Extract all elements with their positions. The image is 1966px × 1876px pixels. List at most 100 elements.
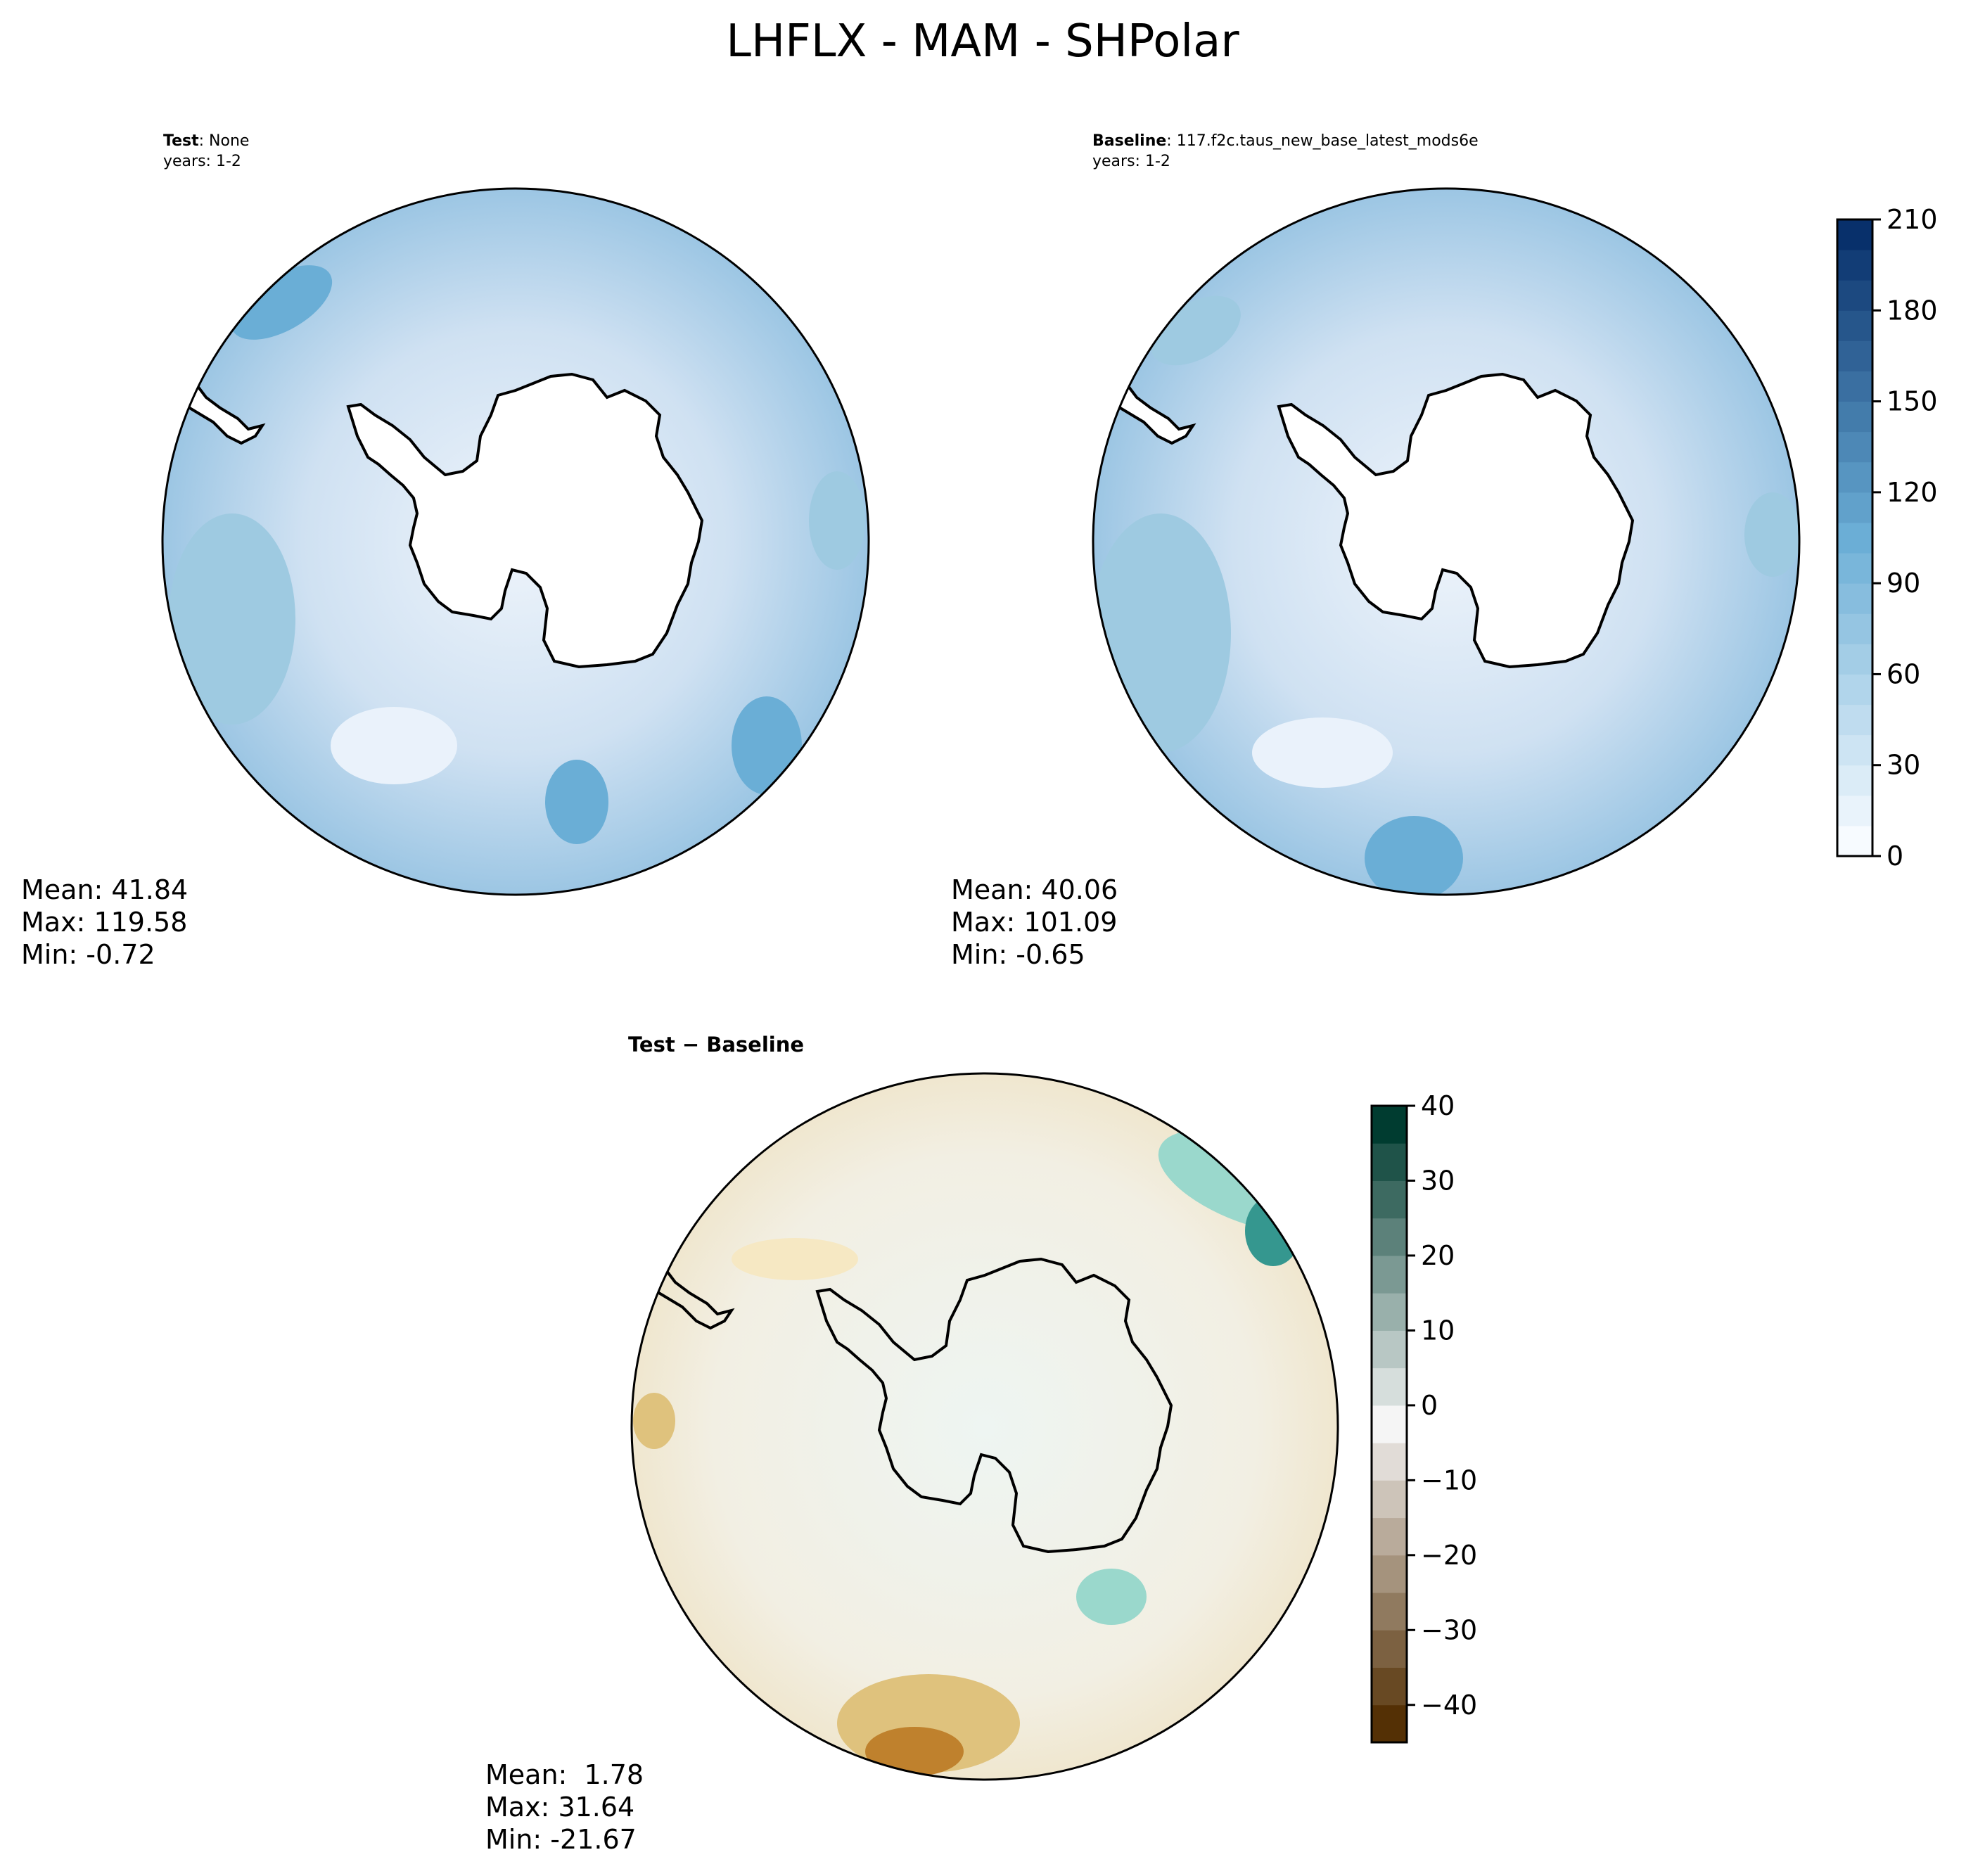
- seq-colorbar-level-1: [1837, 795, 1872, 827]
- div-colorbar-tick-label-0: 40: [1421, 1090, 1455, 1121]
- test-blob-6: [809, 471, 865, 570]
- div-colorbar-level-16: [1372, 1106, 1407, 1144]
- div-colorbar-level-13: [1372, 1218, 1407, 1256]
- figure-title: LHFLX - MAM - SHPolar: [726, 15, 1239, 68]
- div-colorbar-outline: [1370, 1104, 1408, 1744]
- div-colorbar-tick-label-6: −20: [1421, 1540, 1477, 1571]
- div-colorbar-level-8: [1372, 1405, 1407, 1443]
- test-blob-4: [331, 707, 457, 784]
- seq-colorbar-level-0: [1837, 825, 1872, 857]
- diff-blob-6: [633, 1393, 675, 1449]
- seq-colorbar-level-14: [1837, 401, 1872, 433]
- seq-colorbar-level-16: [1837, 340, 1872, 371]
- test-blob-3: [545, 760, 608, 844]
- diff-blob-7: [732, 1238, 858, 1280]
- div-colorbar-level-5: [1372, 1517, 1407, 1556]
- seq-colorbar-outline: [1836, 218, 1874, 857]
- seq-colorbar-level-15: [1837, 371, 1872, 402]
- div-colorbar-level-12: [1372, 1255, 1407, 1294]
- sequential-colorbar: 0 30 60 90 120 150 180 210: [1836, 204, 1938, 872]
- diff-min: Min: -21.67: [485, 1824, 637, 1855]
- seq-colorbar-level-10: [1837, 522, 1872, 554]
- baseline-blob-3: [1093, 513, 1231, 753]
- seq-colorbar-level-4: [1837, 704, 1872, 736]
- seq-colorbar-level-18: [1837, 280, 1872, 311]
- div-colorbar-level-3: [1372, 1593, 1407, 1631]
- div-colorbar-tick-label-8: −40: [1421, 1690, 1477, 1721]
- diff-blob-4: [865, 1727, 964, 1776]
- baseline-blob-5: [1744, 492, 1799, 577]
- baseline-max: Max: 101.09: [951, 907, 1117, 938]
- div-colorbar-tick-label-1: 30: [1421, 1165, 1455, 1196]
- test-blob-5: [169, 513, 295, 725]
- diff-title: Test − Baseline: [628, 1033, 804, 1057]
- div-colorbar-tick-label-2: 20: [1421, 1240, 1455, 1271]
- seq-colorbar-level-13: [1837, 431, 1872, 463]
- seq-colorbar-level-20: [1837, 219, 1872, 250]
- diff-panel: Test − Baseline Mean: 1.78 Max: 31.64 Mi…: [485, 1033, 1339, 1855]
- baseline-mean: Mean: 40.06: [951, 874, 1118, 905]
- seq-colorbar-tick-label-1: 30: [1887, 750, 1920, 781]
- test-years: years: 1-2: [163, 153, 241, 170]
- test-blob-2: [732, 696, 802, 795]
- div-colorbar-level-1: [1372, 1667, 1407, 1706]
- div-colorbar-tick-label-5: −10: [1421, 1465, 1477, 1495]
- baseline-panel: Baseline: 117.f2c.taus_new_base_latest_m…: [951, 132, 1801, 970]
- test-mean: Mean: 41.84: [21, 874, 188, 905]
- seq-colorbar-level-11: [1837, 492, 1872, 523]
- test-map: [162, 189, 869, 895]
- diff-max: Max: 31.64: [485, 1792, 634, 1823]
- div-colorbar-level-9: [1372, 1367, 1407, 1406]
- div-colorbar-level-14: [1372, 1180, 1407, 1219]
- test-max: Max: 119.58: [21, 907, 187, 938]
- div-colorbar-tick-label-4: 0: [1421, 1390, 1438, 1421]
- baseline-years: years: 1-2: [1092, 153, 1170, 170]
- seq-colorbar-level-8: [1837, 583, 1872, 614]
- div-colorbar-level-7: [1372, 1443, 1407, 1481]
- seq-colorbar-level-12: [1837, 461, 1872, 493]
- test-blob-1: [230, 265, 333, 340]
- div-colorbar-level-4: [1372, 1555, 1407, 1593]
- test-label-rest: : None: [199, 132, 250, 150]
- seq-colorbar-level-5: [1837, 674, 1872, 706]
- div-colorbar-level-2: [1372, 1630, 1407, 1668]
- seq-colorbar-level-7: [1837, 613, 1872, 644]
- diff-map: [632, 1073, 1338, 1780]
- baseline-label-bold: Baseline: [1092, 132, 1166, 150]
- seq-colorbar-level-6: [1837, 644, 1872, 675]
- seq-colorbar-level-19: [1837, 250, 1872, 281]
- seq-colorbar-tick-label-6: 180: [1887, 295, 1938, 326]
- test-panel: Test: None years: 1-2 Mean: 41.84 Max: 1…: [21, 132, 870, 970]
- baseline-blob-4: [1252, 717, 1393, 788]
- seq-colorbar-tick-label-2: 60: [1887, 658, 1920, 689]
- baseline-label-rest: : 117.f2c.taus_new_base_latest_mods6e: [1166, 132, 1478, 150]
- div-colorbar-level-11: [1372, 1293, 1407, 1331]
- div-colorbar-level-10: [1372, 1330, 1407, 1369]
- test-panel-label: Test: None: [163, 132, 249, 150]
- diff-map-border: [630, 1072, 1339, 1781]
- baseline-blob-2: [1365, 816, 1463, 895]
- seq-colorbar-tick-label-0: 0: [1887, 841, 1903, 872]
- seq-colorbar-tick-label-5: 150: [1887, 386, 1938, 417]
- test-min: Min: -0.72: [21, 939, 155, 970]
- seq-colorbar-tick-label-4: 120: [1887, 477, 1938, 508]
- baseline-min: Min: -0.65: [951, 939, 1085, 970]
- div-colorbar-level-15: [1372, 1143, 1407, 1181]
- test-label-bold: Test: [163, 132, 199, 150]
- seq-colorbar-level-2: [1837, 765, 1872, 796]
- diff-mean: Mean: 1.78: [485, 1759, 644, 1790]
- div-colorbar-tick-label-3: 10: [1421, 1315, 1455, 1346]
- div-colorbar-level-6: [1372, 1480, 1407, 1519]
- seq-colorbar-level-9: [1837, 553, 1872, 584]
- test-map-border: [161, 187, 870, 896]
- seq-colorbar-tick-label-3: 90: [1887, 568, 1920, 599]
- seq-colorbar-level-17: [1837, 310, 1872, 341]
- diff-blob-5: [1076, 1569, 1147, 1625]
- baseline-panel-label: Baseline: 117.f2c.taus_new_base_latest_m…: [1092, 132, 1479, 150]
- seq-colorbar-tick-label-7: 210: [1887, 204, 1938, 235]
- div-colorbar-tick-label-7: −30: [1421, 1614, 1477, 1645]
- baseline-map-border: [1092, 187, 1801, 896]
- seq-colorbar-level-3: [1837, 734, 1872, 766]
- diverging-colorbar: 40 30 20 10 0 −10 −20 −30 −40: [1370, 1090, 1477, 1744]
